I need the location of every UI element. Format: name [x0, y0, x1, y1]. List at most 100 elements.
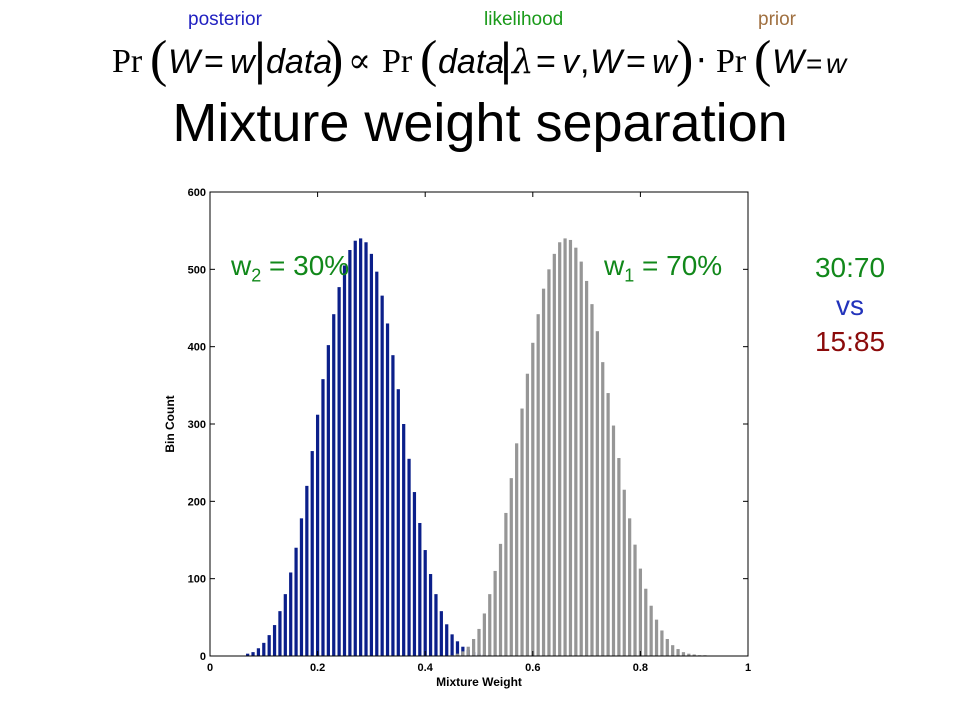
bar-series2-5 — [477, 628, 481, 656]
formula-paren-close-2: ) — [676, 31, 693, 88]
bar-series1-8 — [289, 572, 293, 656]
formula-eq-3: = — [626, 43, 646, 81]
bar-series1-14 — [321, 379, 325, 656]
bar-series2-1 — [455, 653, 460, 656]
formula-times: ⋅ — [696, 41, 707, 81]
x-tick-label-1: 0.2 — [310, 662, 325, 674]
bar-series2-4 — [472, 638, 476, 656]
bar-series1-3 — [262, 642, 266, 656]
bar-series1-17 — [337, 287, 341, 656]
bar-series1-33 — [423, 550, 427, 656]
bar-series2-25 — [584, 280, 589, 656]
bar-series1-37 — [445, 624, 449, 656]
bar-series1-32 — [418, 522, 422, 656]
w1-subscript: 1 — [624, 265, 635, 286]
posterior-label: posterior — [188, 9, 262, 30]
formula-pr-1: Pr — [112, 43, 143, 80]
bar-series2-7 — [488, 594, 492, 656]
bar-series1-7 — [283, 594, 287, 656]
histogram-chart: 0 0.2 0.4 0.6 0.8 1 0 100 200 300 400 500 600 Mixtur… — [163, 187, 751, 689]
vs-label: vs — [836, 290, 864, 321]
bar-series2-22 — [568, 239, 573, 657]
formula-propto: ∝ — [348, 41, 371, 81]
bar-series2-6 — [482, 613, 486, 656]
w2-letter: w — [231, 250, 252, 281]
formula-paren-open-3: ( — [754, 31, 771, 88]
bar-series2-12 — [515, 443, 519, 656]
bar-series1-29 — [402, 424, 406, 656]
w1-annotation: w1 = 70% — [604, 250, 722, 287]
bar-series2-34 — [633, 544, 637, 656]
formula-paren-open-1: ( — [150, 31, 167, 88]
prior-label: prior — [758, 9, 797, 30]
y-tick-label-4: 400 — [188, 342, 206, 354]
bar-series1-12 — [310, 451, 314, 656]
bar-series2-19 — [552, 253, 556, 656]
bar-series2-41 — [671, 645, 675, 656]
page-title: Mixture weight separation — [172, 93, 788, 153]
bar-series1-22 — [364, 242, 368, 656]
ratio-30-70: 30:70 — [814, 252, 886, 283]
bar-series1-34 — [428, 574, 433, 656]
bar-series1-28 — [396, 389, 400, 656]
formula-bar-2: | — [500, 33, 512, 85]
bar-series1-13 — [315, 414, 320, 656]
formula-w-2: w — [652, 43, 679, 81]
bar-series2-9 — [498, 543, 503, 656]
formula-eq-2: = — [536, 43, 556, 81]
bar-series2-35 — [638, 568, 643, 656]
w2-value: = 30% — [261, 250, 350, 281]
bar-series2-39 — [660, 630, 664, 656]
bar-series2-27 — [595, 331, 599, 656]
bar-series1-39 — [455, 641, 460, 656]
bar-series2-40 — [665, 638, 669, 656]
bar-series2-43 — [681, 652, 686, 656]
bar-series1-6 — [278, 611, 282, 656]
w2-annotation: w2 = 30% — [231, 250, 349, 287]
w1-value: = 70% — [634, 250, 723, 281]
bar-series2-14 — [525, 373, 530, 656]
bar-series1-38 — [450, 634, 454, 656]
bar-series2-10 — [504, 512, 508, 656]
formula-pr-3: Pr — [716, 43, 747, 80]
formula-W-1: W — [168, 43, 203, 81]
w1-letter: w — [604, 250, 625, 281]
formula-data-2: data — [438, 43, 504, 81]
bar-series2-45 — [692, 654, 696, 656]
y-tick-label-1: 100 — [188, 574, 206, 586]
formula-data-1: data — [266, 43, 332, 81]
formula-paren-open-2: ( — [420, 31, 437, 88]
w2-subscript: 2 — [251, 265, 262, 286]
bar-series1-30 — [407, 458, 411, 656]
bar-series2-24 — [579, 261, 583, 656]
formula-paren-close-1: ) — [326, 31, 343, 88]
bar-series2-44 — [687, 653, 691, 656]
bar-series2-42 — [676, 649, 680, 656]
y-tick-label-5: 500 — [188, 264, 206, 276]
formula-pr-2: Pr — [382, 43, 413, 80]
bar-series1-19 — [348, 250, 352, 656]
formula-lambda: λ — [510, 42, 534, 82]
likelihood-label: likelihood — [484, 9, 564, 30]
bar-series2-30 — [611, 425, 616, 656]
bar-series1-35 — [434, 594, 438, 656]
bar-series1-2 — [256, 648, 261, 656]
x-tick-label-4: 0.8 — [633, 662, 648, 674]
x-tick-label-2: 0.4 — [418, 662, 434, 674]
bar-series2-16 — [536, 314, 540, 656]
formula-eq-1: = — [204, 43, 224, 81]
formula-W-3: W — [772, 43, 807, 81]
bar-series1-9 — [294, 547, 298, 656]
bar-series2-15 — [531, 342, 535, 656]
bar-series1-27 — [391, 355, 395, 656]
bar-series2-31 — [617, 458, 621, 656]
formula-bar-1: | — [254, 33, 266, 85]
bar-series2-38 — [654, 619, 659, 656]
x-axis-label: Mixture Weight — [436, 675, 522, 689]
bar-series2-17 — [541, 288, 546, 656]
formula-w-3: w — [826, 48, 848, 79]
y-tick-label-6: 600 — [188, 187, 206, 199]
bar-series1-24 — [375, 271, 379, 656]
y-tick-label-2: 200 — [188, 496, 206, 508]
formula-v: v — [562, 43, 581, 81]
